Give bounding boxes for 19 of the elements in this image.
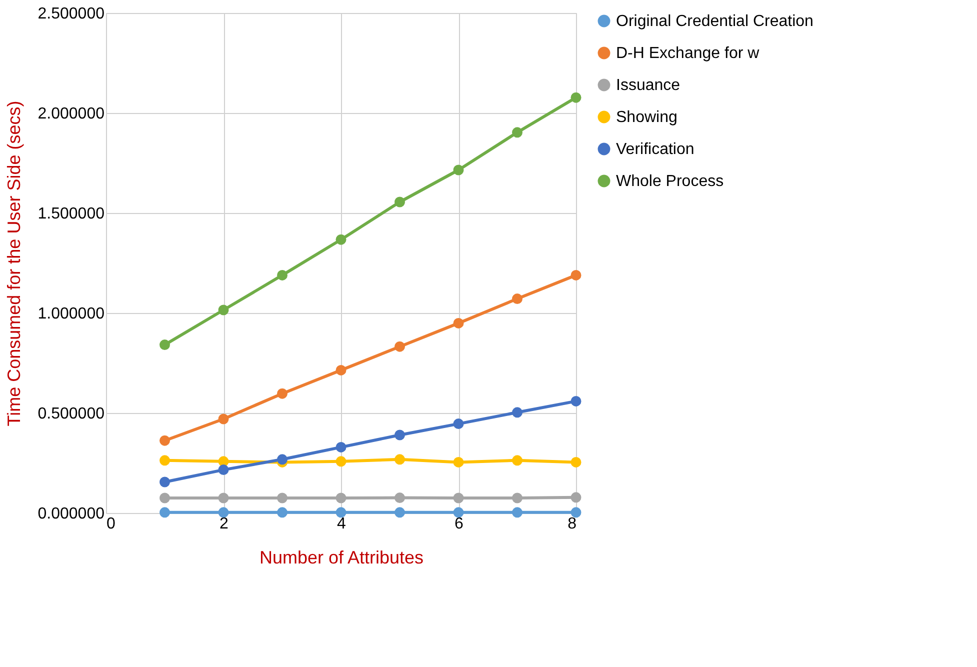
y-tick-label: 2.500000 <box>38 6 105 22</box>
legend-label: Verification <box>616 141 694 158</box>
legend-label: Showing <box>616 109 678 126</box>
x-tick-label: 6 <box>454 516 464 532</box>
x-axis-title: Number of Attributes <box>259 548 424 568</box>
y-tick-label: 0.000000 <box>38 506 105 522</box>
y-axis-title: Time Consumed for the User Side (secs) <box>4 100 24 426</box>
x-tick-label: 8 <box>568 516 577 532</box>
y-tick-label: 1.000000 <box>38 306 105 322</box>
x-tick-label: 2 <box>220 516 229 532</box>
legend-label: Original Credential Creation <box>616 13 814 30</box>
x-tick-label: 4 <box>337 516 346 532</box>
y-tick-label: 0.500000 <box>38 406 105 422</box>
y-tick-label: 2.000000 <box>38 106 105 122</box>
legend-label: Issuance <box>616 77 680 94</box>
y-tick-label: 1.500000 <box>38 206 105 222</box>
legend-label: Whole Process <box>616 173 724 190</box>
x-tick-label: 0 <box>106 516 116 532</box>
legend-label: D-H Exchange for w <box>616 45 760 62</box>
